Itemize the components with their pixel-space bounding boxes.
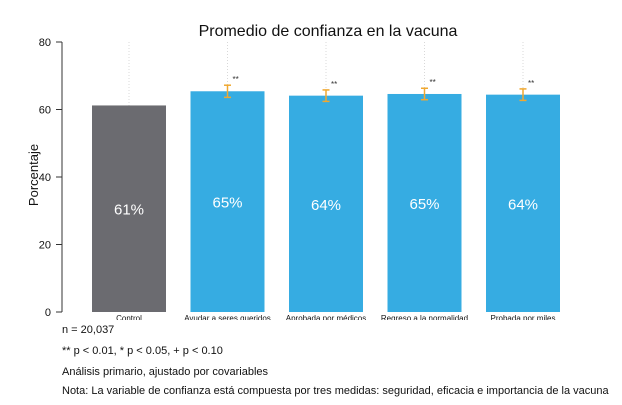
bar-control: [92, 105, 166, 312]
bar-value-label-control: 61%: [114, 202, 144, 219]
y-ticks-group: 0 20 40 60 80: [39, 37, 62, 319]
chart-title: Promedio de confianza en la vacuna: [199, 23, 458, 40]
bar-aprobada-por-medicos: [289, 95, 363, 312]
y-tick-label: 20: [39, 240, 51, 252]
significance-marker-regreso-a-la-normalidad: **: [430, 78, 436, 87]
x-tick-label-probada-por-miles: Probada por miles: [491, 314, 556, 320]
note-significance: ** p < 0.01, * p < 0.05, + p < 0.10: [62, 345, 223, 357]
y-tick-label: 60: [39, 105, 51, 117]
y-tick-label: 40: [39, 172, 51, 184]
y-axis-label: Porcentaje: [26, 144, 41, 206]
significance-marker-ayudar-a-seres-queridos: **: [233, 75, 239, 84]
bar-value-label-aprobada-por-medicos: 64%: [311, 197, 341, 214]
note-analysis: Análisis primario, ajustado por covariab…: [62, 366, 269, 378]
error-bars-group: ** ** ** **: [224, 75, 534, 103]
y-tick-label: 0: [45, 307, 51, 319]
bar-probada-por-miles: [486, 94, 560, 313]
vaccine-confidence-chart: Promedio de confianza en la vacuna Porce…: [26, 23, 560, 320]
bar-value-label-regreso-a-la-normalidad: 65%: [409, 196, 439, 213]
bar-regreso-a-la-normalidad: [387, 93, 462, 312]
x-tick-label-ayudar-a-seres-queridos: Ayudar a seres queridos: [184, 314, 271, 320]
guide-lines: [128, 42, 524, 106]
bar-value-label-probada-por-miles: 64%: [508, 196, 538, 213]
significance-marker-aprobada-por-medicos: **: [331, 80, 337, 89]
bars-group: 61% 65% 64% 65% 64%: [92, 91, 560, 313]
note-composite-variable: Nota: La variable de confianza está comp…: [62, 385, 612, 397]
note-sample-size: n = 20,037: [62, 324, 115, 336]
bar-ayudar-a-seres-queridos: [190, 91, 265, 313]
x-tick-label-control: Control: [116, 314, 142, 320]
significance-marker-probada-por-miles: **: [528, 79, 534, 88]
x-tick-label-aprobada-por-medicos: Aprobada por médicos: [286, 314, 367, 320]
x-tick-label-regreso-a-la-normalidad: Regreso a la normalidad: [381, 314, 468, 320]
bar-value-label-ayudar-a-seres-queridos: 65%: [212, 195, 242, 212]
x-labels-group: Control Ayudar a seres queridos Aprobada p…: [116, 314, 555, 320]
y-tick-label: 80: [39, 37, 51, 49]
